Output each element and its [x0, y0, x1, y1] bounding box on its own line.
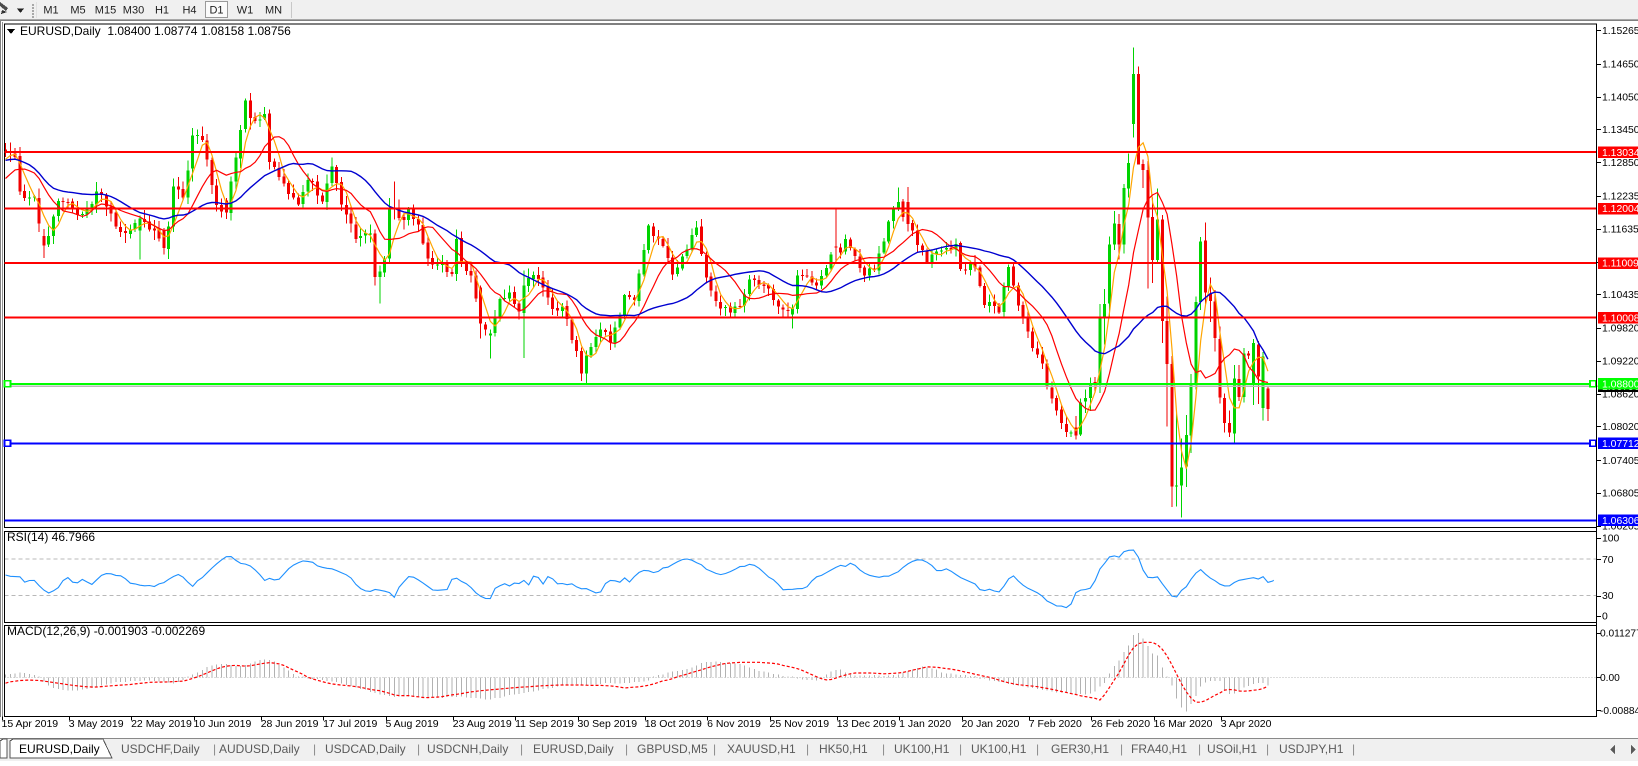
- svg-text:|: |: [1120, 742, 1123, 756]
- svg-text:1.10435: 1.10435: [1602, 290, 1638, 301]
- svg-text:|: |: [806, 742, 809, 756]
- svg-text:RSI(14) 46.7966: RSI(14) 46.7966: [7, 530, 95, 544]
- svg-text:17 Jul 2019: 17 Jul 2019: [323, 718, 377, 730]
- svg-text:1.08800: 1.08800: [1602, 380, 1638, 391]
- svg-text:M1: M1: [43, 5, 58, 17]
- svg-text:M5: M5: [70, 5, 85, 17]
- svg-text:|: |: [213, 742, 216, 756]
- svg-text:UK100,H1: UK100,H1: [971, 742, 1027, 756]
- svg-text:1.13034: 1.13034: [1602, 148, 1638, 159]
- svg-text:|: |: [882, 742, 885, 756]
- svg-text:|: |: [520, 742, 523, 756]
- svg-text:MACD(12,26,9) -0.001903 -0.002: MACD(12,26,9) -0.001903 -0.002269: [7, 624, 205, 638]
- svg-text:7 Feb 2020: 7 Feb 2020: [1029, 718, 1082, 730]
- svg-text:6 Nov 2019: 6 Nov 2019: [707, 718, 761, 730]
- svg-text:EURUSD,Daily: EURUSD,Daily: [19, 742, 100, 756]
- svg-text:1.13450: 1.13450: [1602, 125, 1638, 136]
- svg-text:0.00: 0.00: [1600, 673, 1620, 684]
- svg-text:11 Sep 2019: 11 Sep 2019: [515, 718, 574, 730]
- svg-text:W1: W1: [237, 5, 254, 17]
- svg-text:USOil,H1: USOil,H1: [1207, 742, 1257, 756]
- svg-text:USDCAD,Daily: USDCAD,Daily: [325, 742, 406, 756]
- svg-text:|: |: [417, 742, 420, 756]
- svg-text:|: |: [1198, 742, 1201, 756]
- svg-text:FRA40,H1: FRA40,H1: [1131, 742, 1187, 756]
- svg-text:GER30,H1: GER30,H1: [1051, 742, 1109, 756]
- svg-text:AUDUSD,Daily: AUDUSD,Daily: [219, 742, 300, 756]
- svg-text:MN: MN: [265, 5, 282, 17]
- svg-text:1.06306: 1.06306: [1602, 516, 1638, 527]
- svg-text:|: |: [713, 742, 716, 756]
- svg-text:30 Sep 2019: 30 Sep 2019: [578, 718, 638, 730]
- svg-text:HK50,H1: HK50,H1: [819, 742, 868, 756]
- svg-text:1.08620: 1.08620: [1602, 389, 1638, 400]
- svg-text:23 Aug 2019: 23 Aug 2019: [453, 718, 512, 730]
- svg-text:1.07405: 1.07405: [1602, 456, 1638, 467]
- svg-text:GBPUSD,M5: GBPUSD,M5: [637, 742, 708, 756]
- svg-text:1.12850: 1.12850: [1602, 158, 1638, 169]
- svg-text:1.12235: 1.12235: [1602, 192, 1638, 203]
- svg-text:EURUSD,Daily 1.08400 1.08774: EURUSD,Daily 1.08400 1.08774 1.08158 1.0…: [20, 24, 291, 38]
- svg-text:1.11009: 1.11009: [1602, 259, 1638, 270]
- svg-text:M15: M15: [95, 5, 116, 17]
- svg-text:1.09220: 1.09220: [1602, 357, 1638, 368]
- svg-text:3 May 2019: 3 May 2019: [69, 718, 124, 730]
- svg-text:1.10008: 1.10008: [1602, 313, 1638, 324]
- svg-text:25 Nov 2019: 25 Nov 2019: [770, 718, 830, 730]
- svg-text:1.11635: 1.11635: [1602, 224, 1638, 235]
- svg-text:H4: H4: [182, 5, 196, 17]
- svg-text:16 Mar 2020: 16 Mar 2020: [1154, 718, 1213, 730]
- svg-text:1.08020: 1.08020: [1602, 422, 1638, 433]
- svg-text:UK100,H1: UK100,H1: [894, 742, 950, 756]
- svg-text:0.011277: 0.011277: [1600, 629, 1638, 640]
- svg-text:D1: D1: [209, 5, 223, 17]
- svg-text:1.15265: 1.15265: [1602, 26, 1638, 37]
- svg-text:1.06805: 1.06805: [1602, 489, 1638, 500]
- svg-text:|: |: [1266, 742, 1269, 756]
- svg-text:26 Feb 2020: 26 Feb 2020: [1091, 718, 1150, 730]
- svg-text:18 Oct 2019: 18 Oct 2019: [645, 718, 702, 730]
- svg-text:|: |: [625, 742, 628, 756]
- svg-text:1.14050: 1.14050: [1602, 92, 1638, 103]
- svg-text:10 Jun 2019: 10 Jun 2019: [194, 718, 252, 730]
- svg-text:70: 70: [1602, 555, 1614, 566]
- svg-text:USDCHF,Daily: USDCHF,Daily: [121, 742, 200, 756]
- svg-text:3 Apr 2020: 3 Apr 2020: [1221, 718, 1272, 730]
- svg-text:|: |: [313, 742, 316, 756]
- svg-text:1.07712: 1.07712: [1602, 439, 1638, 450]
- svg-text:30: 30: [1602, 591, 1614, 602]
- svg-text:USDCNH,Daily: USDCNH,Daily: [427, 742, 508, 756]
- svg-text:1.14650: 1.14650: [1602, 60, 1638, 71]
- svg-text:22 May 2019: 22 May 2019: [131, 718, 192, 730]
- svg-text:13 Dec 2019: 13 Dec 2019: [837, 718, 897, 730]
- svg-text:H1: H1: [155, 5, 169, 17]
- svg-text:1 Jan 2020: 1 Jan 2020: [899, 718, 951, 730]
- svg-text:USDJPY,H1: USDJPY,H1: [1279, 742, 1344, 756]
- svg-text:XAUUSD,H1: XAUUSD,H1: [727, 742, 796, 756]
- svg-text:1.12004: 1.12004: [1602, 204, 1638, 215]
- svg-text:-0.008845: -0.008845: [1600, 706, 1638, 717]
- svg-text:|: |: [959, 742, 962, 756]
- svg-text:20 Jan 2020: 20 Jan 2020: [962, 718, 1020, 730]
- svg-text:|: |: [1036, 742, 1039, 756]
- svg-text:0: 0: [1602, 612, 1608, 623]
- svg-text:5 Aug 2019: 5 Aug 2019: [386, 718, 439, 730]
- svg-text:1.09820: 1.09820: [1602, 324, 1638, 335]
- svg-text:28 Jun 2019: 28 Jun 2019: [261, 718, 319, 730]
- svg-text:EURUSD,Daily: EURUSD,Daily: [533, 742, 614, 756]
- svg-text:1.06205: 1.06205: [1602, 522, 1638, 533]
- svg-text:|: |: [1352, 742, 1355, 756]
- svg-text:15 Apr 2019: 15 Apr 2019: [2, 718, 59, 730]
- svg-text:100: 100: [1602, 534, 1620, 545]
- svg-text:M30: M30: [123, 5, 144, 17]
